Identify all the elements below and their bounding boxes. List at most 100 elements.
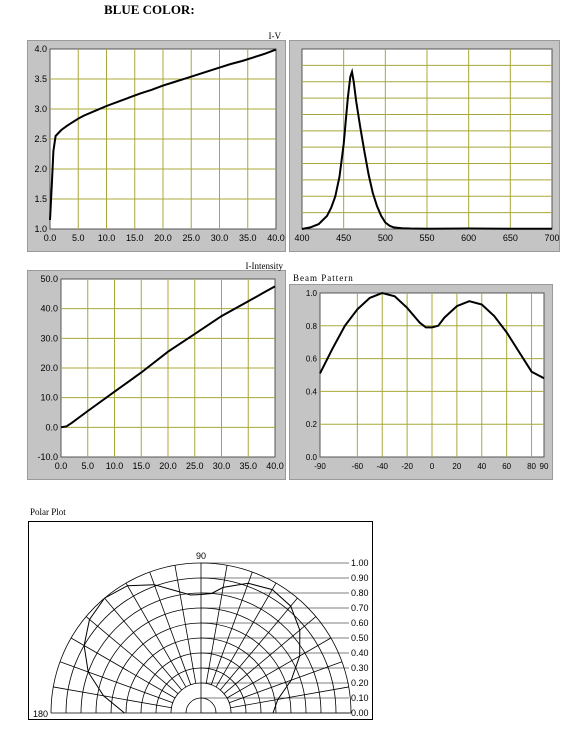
x-tick-label: 80: [527, 462, 536, 471]
x-tick-label: 30.0: [213, 461, 231, 471]
y-tick-label: -10.0: [37, 452, 58, 462]
radial-tick-label: 0.90: [351, 573, 369, 583]
polar-spoke: [219, 597, 298, 691]
polar-spoke: [104, 597, 183, 691]
y-tick-label: 2.5: [34, 134, 47, 144]
x-tick-label: 20: [452, 462, 461, 471]
polar-spoke: [174, 565, 197, 684]
x-tick-label: 650: [503, 233, 518, 243]
beam-chart: -90 -60 -40 -20 0 20 40 60 80 90 0.0 0.2 0.4 0.6 0.8 1.…: [306, 289, 549, 471]
x-tick-label: 25.0: [182, 233, 200, 243]
x-tick-label: 0.0: [55, 461, 68, 471]
x-tick-label: -60: [352, 462, 364, 471]
intensity-chart-panel: I-Intensity 0.0 5.0 10.0 15.0 20.0 25.0 30.0 35…: [27, 261, 286, 480]
radial-tick-label: 1.00: [351, 558, 369, 568]
series-line: [319, 291, 545, 380]
x-tick-label: 40: [477, 462, 486, 471]
series-line: [60, 285, 276, 429]
polar-spoke: [205, 565, 228, 684]
radial-tick-label: 0.00: [351, 708, 369, 718]
iv-chart-title: I-V: [268, 31, 282, 41]
beam-chart-title: Beam Pattern: [293, 273, 354, 283]
x-tick-label: -90: [314, 462, 326, 471]
series-line: [301, 67, 552, 230]
series-line: [49, 48, 277, 221]
iv-chart-panel: I-V 0.0 5.0 10.0 15.0 20.0 25.0 30.0 35.0 40.0 1.…: [27, 31, 286, 252]
x-tick-label: 5.0: [72, 233, 85, 243]
y-tick-label: 10.0: [40, 393, 58, 403]
x-tick-label: 400: [294, 233, 309, 243]
x-tick-label: 450: [336, 233, 351, 243]
x-tick-label: 30.0: [211, 233, 229, 243]
polar-spoke: [70, 637, 176, 699]
y-tick-label: 1.0: [34, 224, 47, 234]
y-tick-label: 0.6: [306, 355, 318, 364]
y-tick-label: 3.5: [34, 74, 47, 84]
radial-tick-label: 0.80: [351, 588, 369, 598]
x-tick-label: 25.0: [186, 461, 204, 471]
y-tick-label: 0.4: [306, 387, 318, 396]
y-tick-label: 2.0: [34, 164, 47, 174]
angle-label-180: 180: [33, 709, 48, 719]
radial-tick-label: 0.30: [351, 663, 369, 673]
x-tick-label: 10.0: [98, 233, 116, 243]
angle-label-90: 90: [196, 551, 206, 561]
radial-tick-label: 0.20: [351, 678, 369, 688]
intensity-chart: 0.0 5.0 10.0 15.0 20.0 25.0 30.0 35.0 40.0-10.00…: [37, 274, 284, 471]
polar-spoke: [210, 571, 253, 685]
x-tick-label: 60: [502, 462, 511, 471]
x-tick-label: 550: [419, 233, 434, 243]
x-tick-label: 500: [378, 233, 393, 243]
y-tick-label: 0.8: [306, 322, 318, 331]
radial-tick-label: 0.40: [351, 648, 369, 658]
x-tick-label: 0.0: [44, 233, 57, 243]
polar-spoke: [149, 571, 192, 685]
iv-chart: 0.0 5.0 10.0 15.0 20.0 25.0 30.0 35.0 40.0 1.0 1.5…: [34, 44, 285, 243]
polar-spoke: [223, 616, 317, 695]
radial-tick-label: 0.10: [351, 693, 369, 703]
polar-spoke: [85, 616, 179, 695]
polar-spoke: [125, 582, 187, 688]
x-tick-label: 15.0: [132, 461, 150, 471]
polar-series-line: [83, 582, 301, 714]
polar-chart-title: Polar Plot: [30, 507, 66, 517]
x-tick-label: -40: [376, 462, 388, 471]
x-tick-label: -20: [401, 462, 413, 471]
y-tick-label: 1.0: [306, 289, 318, 298]
intensity-chart-title: I-Intensity: [245, 261, 284, 271]
x-tick-label: 90: [540, 462, 549, 471]
x-tick-label: 700: [544, 233, 559, 243]
polar-chart: 0.00 0.10 0.20 0.30 0.40 0.50 0.60 0.70 0.80 0.90…: [33, 551, 369, 719]
x-tick-label: 40.0: [266, 461, 284, 471]
y-tick-label: 0.2: [306, 420, 318, 429]
y-tick-label: 50.0: [40, 274, 58, 284]
x-tick-label: 35.0: [239, 233, 257, 243]
x-tick-label: 35.0: [239, 461, 257, 471]
y-tick-label: 0.0: [45, 422, 58, 432]
x-tick-label: 10.0: [106, 461, 124, 471]
y-tick-label: 4.0: [34, 44, 47, 54]
y-tick-label: 0.0: [306, 453, 318, 462]
y-tick-label: 20.0: [40, 363, 58, 373]
polar-spoke: [229, 661, 343, 704]
x-tick-label: 15.0: [126, 233, 144, 243]
spectrum-chart-panel: 400 450 500 550 600 650 700: [289, 40, 560, 252]
page-heading: BLUE COLOR:: [104, 2, 195, 17]
polar-spoke: [230, 686, 349, 709]
radial-tick-label: 0.70: [351, 603, 369, 613]
radial-tick-label: 0.60: [351, 618, 369, 628]
x-tick-label: 40.0: [267, 233, 285, 243]
polar-spoke: [59, 661, 173, 704]
y-tick-label: 3.0: [34, 104, 47, 114]
y-tick-label: 1.5: [34, 194, 47, 204]
beam-chart-panel: Beam Pattern -90 -60 -40 -20 0 20 40 60 80 90 0.0 0…: [289, 273, 553, 480]
x-tick-label: 5.0: [81, 461, 94, 471]
polar-spoke: [215, 582, 277, 688]
y-tick-label: 30.0: [40, 333, 58, 343]
radial-tick-label: 0.50: [351, 633, 369, 643]
x-tick-label: 600: [461, 233, 476, 243]
x-tick-label: 20.0: [154, 233, 172, 243]
polar-chart-frame: 0.00 0.10 0.20 0.30 0.40 0.50 0.60 0.70 0.80 0.90…: [28, 521, 373, 720]
x-tick-label: 20.0: [159, 461, 177, 471]
polar-spoke: [53, 686, 172, 709]
